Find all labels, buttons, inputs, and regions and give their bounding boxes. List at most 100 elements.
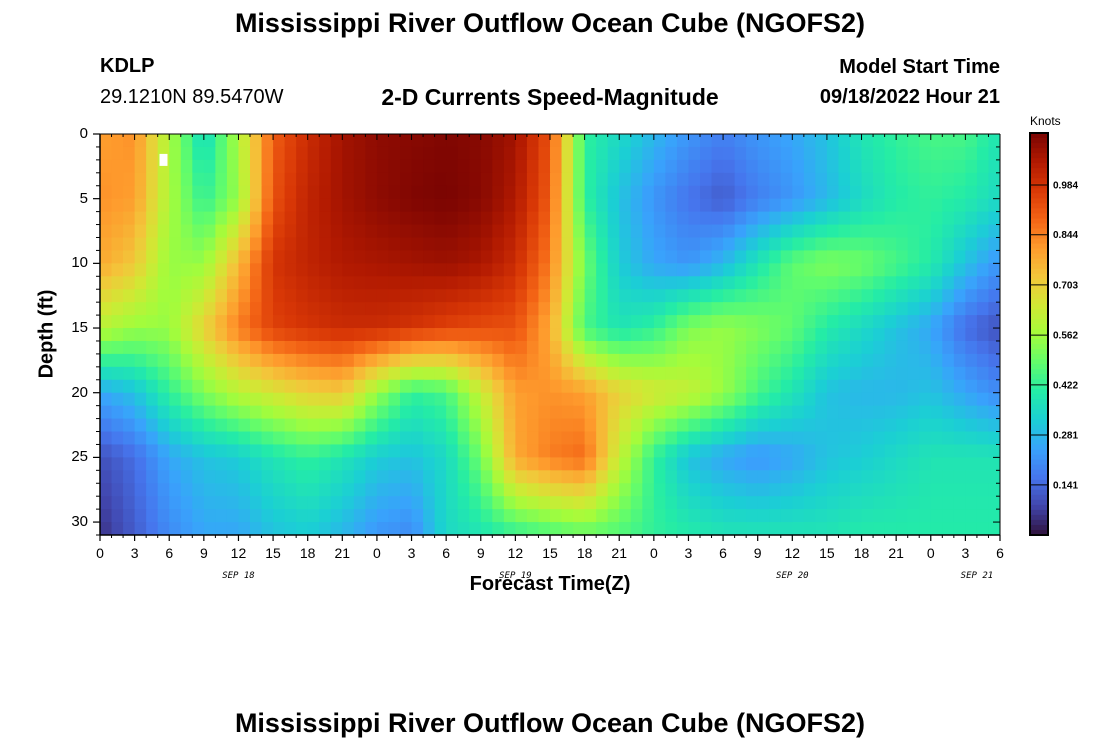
heatmap-cell [319,457,332,471]
heatmap-cell [146,496,159,510]
heatmap-cell [330,172,343,187]
heatmap-cell [353,328,366,342]
heatmap-cell [607,211,620,226]
heatmap-cell [307,522,320,535]
heatmap-cell [215,302,228,316]
heatmap-cell [930,418,943,433]
heatmap-cell [550,237,563,252]
heatmap-cell [319,172,332,187]
heatmap-cell [988,366,1000,381]
heatmap-cell [457,470,470,484]
heatmap-cell [711,392,724,407]
heatmap-cell [630,418,643,433]
colorbar-segment [1030,334,1048,340]
heatmap-cell [353,302,366,316]
heatmap-cell [838,315,851,329]
heatmap-cell [573,418,586,433]
heatmap-cell [653,159,666,174]
heatmap-cell [561,340,574,355]
heatmap-cell [642,418,655,433]
heatmap-cell [457,302,470,316]
heatmap-cell [226,198,240,213]
heatmap-cell [584,366,597,381]
heatmap-cell [146,146,159,161]
heatmap-cell [700,263,713,277]
heatmap-cell [273,185,286,200]
heatmap-cell [826,289,840,303]
heatmap-cell [988,470,1000,484]
heatmap-cell [653,444,666,458]
heatmap-cell [388,159,401,174]
heatmap-cell [134,237,147,252]
heatmap-cell [273,405,286,420]
heatmap-cell [561,211,574,226]
heatmap-cell [457,237,470,252]
heatmap-cell [307,289,320,303]
heatmap-cell [503,134,516,148]
heatmap-cell [607,289,620,303]
heatmap-cell [769,366,782,381]
heatmap-cell [907,146,920,161]
heatmap-cell [700,198,713,213]
heatmap-cell [861,405,874,420]
heatmap-cell [538,392,551,407]
heatmap-cell [723,328,736,342]
heatmap-cell [503,185,516,200]
heatmap-cell [180,353,193,368]
colorbar-label: Knots [1030,114,1061,128]
heatmap-cell [815,289,828,303]
heatmap-cell [457,366,470,381]
heatmap-cell [746,134,759,148]
heatmap-cell [134,302,147,316]
heatmap-cell [815,224,828,239]
heatmap-cell [850,276,863,290]
heatmap-cell [561,263,574,277]
heatmap-cell [619,315,632,329]
heatmap-cell [596,496,609,510]
heatmap-cell [111,431,124,446]
heatmap-cell [792,405,805,420]
heatmap-cell [353,392,366,407]
heatmap-cell [930,198,943,213]
heatmap-cell [342,224,355,239]
heatmap-cell [792,353,805,368]
heatmap-cell [400,224,413,239]
heatmap-cell [838,172,851,187]
heatmap-cell [711,496,724,510]
heatmap-cell [573,405,586,420]
heatmap-cell [757,172,770,187]
heatmap-cell [157,224,170,239]
heatmap-cell [826,431,840,446]
heatmap-cell [134,379,147,394]
colorbar-segment [1030,143,1048,149]
heatmap-cell [192,263,205,277]
heatmap-cell [100,470,113,484]
heatmap-cell [480,263,493,277]
heatmap-cell [976,198,990,213]
heatmap-cell [503,340,516,355]
heatmap-cell [884,418,897,433]
x-tick-label: 0 [373,545,381,561]
heatmap-cell [284,431,297,446]
heatmap-cell [896,198,909,213]
heatmap-cell [319,405,332,420]
heatmap-cell [919,483,932,497]
heatmap-cell [953,379,966,394]
heatmap-cell [988,405,1000,420]
heatmap-cell [423,405,436,420]
heatmap-cell [780,431,793,446]
heatmap-cell [250,185,263,200]
heatmap-cell [515,392,528,407]
heatmap-cell [700,289,713,303]
heatmap-cell [226,444,240,458]
heatmap-cell [376,353,390,368]
heatmap-cell [723,263,736,277]
heatmap-cell [123,146,136,161]
heatmap-cell [526,250,540,264]
heatmap-cell [388,470,401,484]
heatmap-cell [826,353,840,368]
heatmap-cell [746,392,759,407]
heatmap-cell [550,289,563,303]
heatmap-cell [642,379,655,394]
heatmap-cell [250,315,263,329]
